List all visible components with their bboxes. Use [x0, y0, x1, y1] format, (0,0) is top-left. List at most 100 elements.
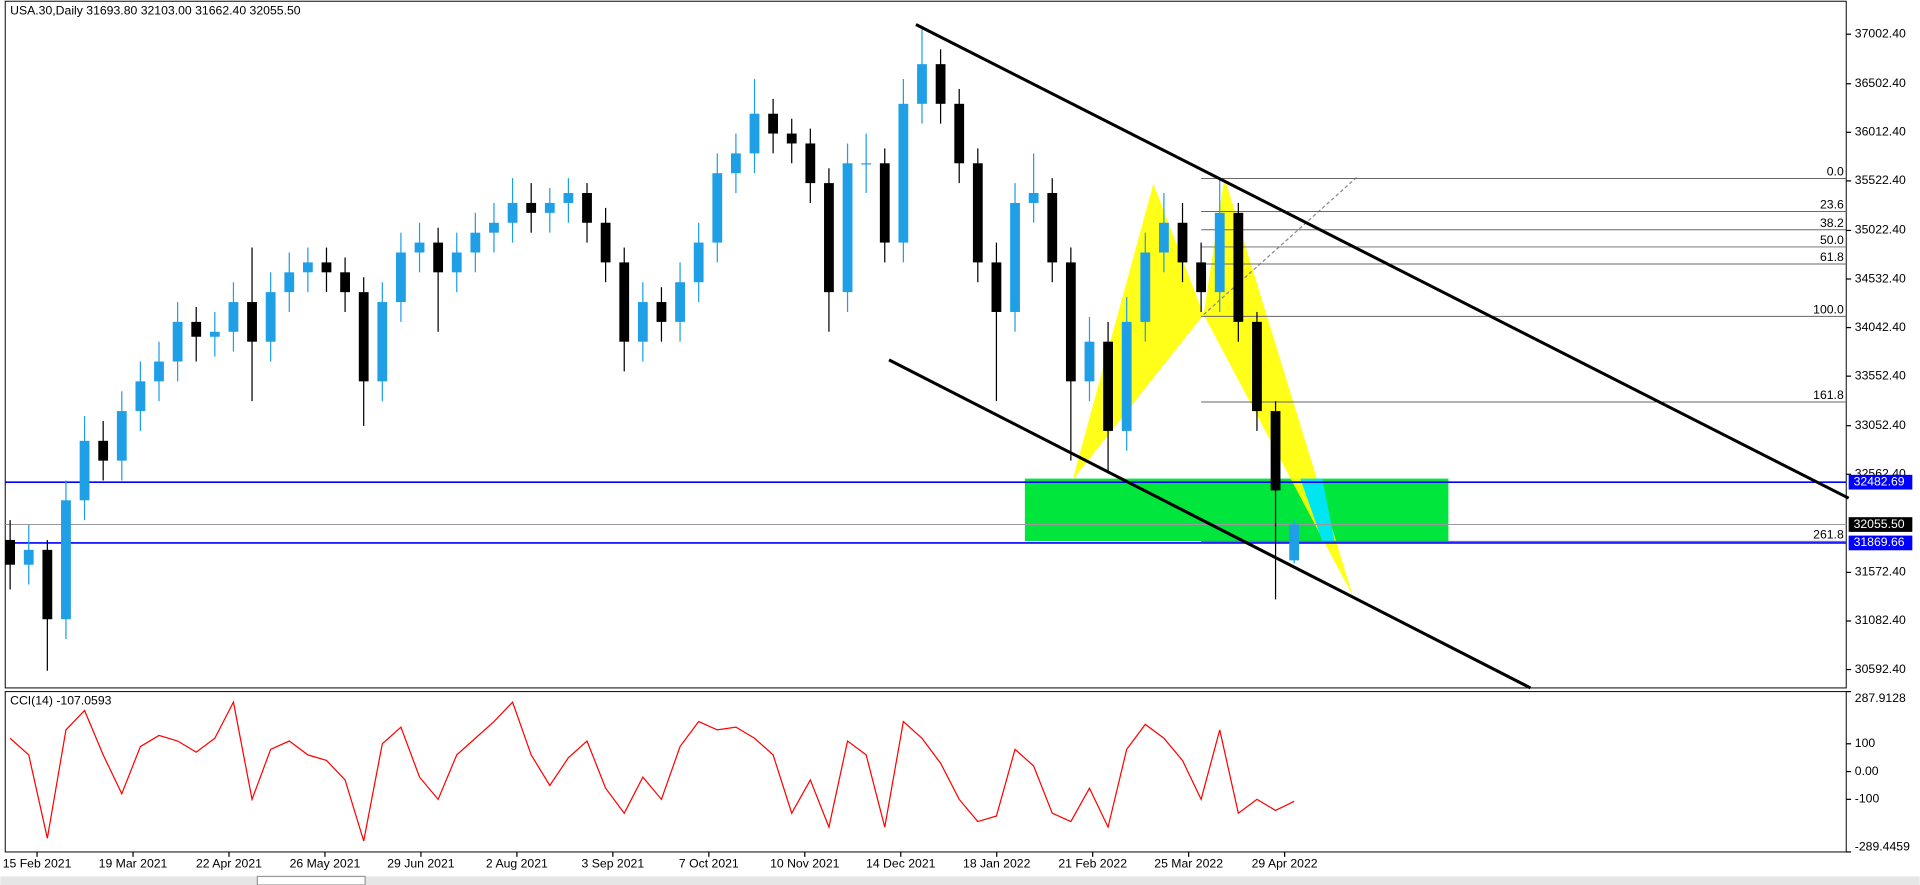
- candle: [507, 178, 518, 243]
- candle-body: [340, 272, 350, 293]
- candle: [42, 539, 53, 671]
- candle-body: [526, 202, 537, 213]
- candle: [768, 98, 779, 154]
- price-label-box: [1848, 517, 1913, 532]
- candle-body: [228, 302, 239, 332]
- candle: [582, 183, 592, 243]
- x-tick-label: 29 Apr 2022: [1252, 856, 1318, 870]
- y-tick-label: 33052.40: [1855, 418, 1906, 432]
- candle: [805, 128, 816, 203]
- candle: [154, 341, 164, 402]
- candle: [228, 282, 239, 352]
- candle-body: [79, 440, 90, 501]
- candle: [489, 202, 499, 253]
- y-tick-label: 33552.40: [1855, 368, 1906, 382]
- candle: [824, 168, 834, 332]
- candle: [396, 232, 406, 322]
- candle-body: [42, 549, 53, 620]
- overlay: [888, 23, 1850, 690]
- candle-body: [1252, 321, 1262, 412]
- candle: [414, 222, 425, 273]
- candle: [1233, 202, 1244, 342]
- candle: [302, 247, 313, 293]
- candle-body: [954, 103, 965, 164]
- tab[interactable]: [256, 875, 366, 885]
- candle-body: [824, 183, 834, 293]
- y-tick-label: -289.4459: [1855, 839, 1910, 853]
- y-tick-label: 34042.40: [1855, 320, 1906, 334]
- price-pane: [4, 0, 1847, 689]
- price-label-box: [1848, 535, 1913, 551]
- candle: [786, 118, 797, 164]
- candle: [377, 282, 388, 402]
- fib-label: 261.8: [1813, 527, 1844, 541]
- candle-body: [1121, 321, 1132, 431]
- candle: [1028, 153, 1039, 223]
- candle-body: [451, 252, 462, 273]
- y-tick-label: 31572.40: [1855, 565, 1906, 579]
- candle-body: [879, 163, 890, 243]
- x-tick-label: 26 May 2021: [290, 856, 361, 870]
- zone-rect: [1024, 478, 1449, 542]
- candle-body: [675, 282, 685, 322]
- fib-label: 0.0: [1827, 165, 1844, 179]
- candle-body: [1047, 193, 1058, 263]
- x-tick-label: 29 Jun 2021: [387, 856, 455, 870]
- candle: [470, 212, 481, 273]
- candle-body: [712, 173, 723, 243]
- candle-body: [935, 64, 946, 104]
- x-tick-label: 19 Mar 2021: [99, 856, 168, 870]
- candle-body: [600, 222, 611, 263]
- candle-body: [861, 163, 872, 165]
- x-tick-label: 25 Mar 2022: [1154, 856, 1223, 870]
- candle-body: [135, 381, 146, 412]
- candle-body: [191, 321, 202, 337]
- candle: [191, 307, 202, 362]
- candle: [98, 420, 109, 481]
- candle: [972, 148, 983, 283]
- y-tick-label: 30592.40: [1855, 662, 1906, 676]
- candle: [1196, 242, 1207, 312]
- candle-body: [489, 222, 499, 233]
- candle-body: [786, 133, 797, 144]
- candle-body: [265, 292, 276, 342]
- candle: [116, 391, 127, 481]
- y-tick-label: 37002.40: [1855, 26, 1906, 40]
- candle: [656, 287, 667, 342]
- candle: [693, 222, 704, 303]
- candle: [1084, 316, 1095, 402]
- fib-label: 100.0: [1813, 303, 1844, 317]
- y-tick-label: 35522.40: [1855, 173, 1906, 187]
- candle: [433, 227, 444, 332]
- candle: [61, 480, 71, 640]
- trendline-upper: [915, 23, 1850, 500]
- candle: [265, 272, 276, 362]
- candle: [898, 79, 909, 263]
- candle-body: [209, 331, 220, 337]
- candle-body: [768, 113, 779, 134]
- fib-label: 38.2: [1820, 216, 1844, 230]
- candle-body: [582, 193, 592, 223]
- candle: [1010, 183, 1020, 332]
- candle: [284, 252, 295, 312]
- y-tick-label: 36012.40: [1855, 125, 1906, 139]
- y-tick-label: 0.00: [1855, 764, 1879, 778]
- candle-body: [842, 163, 853, 293]
- price-label: 32055.50: [1854, 517, 1905, 531]
- candle-body: [693, 242, 704, 283]
- y-tick-label: 34532.40: [1855, 271, 1906, 285]
- candle-body: [414, 242, 425, 253]
- candle-body: [730, 153, 741, 174]
- candle: [842, 143, 853, 312]
- candle-body: [656, 302, 667, 322]
- candle-body: [544, 202, 555, 213]
- candle-body: [1084, 341, 1095, 382]
- candle-body: [433, 242, 444, 273]
- candle: [917, 29, 927, 124]
- candle: [1177, 202, 1188, 283]
- candle-body: [396, 252, 406, 303]
- y-tick-label: 35022.40: [1855, 223, 1906, 237]
- candle-body: [1010, 202, 1020, 312]
- cci-line: [9, 700, 1295, 842]
